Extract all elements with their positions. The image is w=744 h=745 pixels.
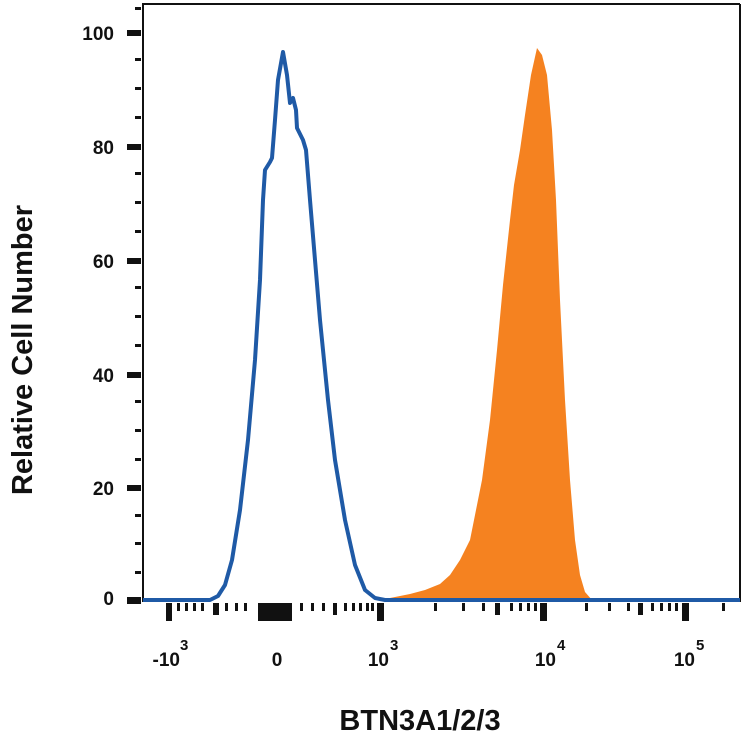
x-tick-label-zero: 0 — [272, 650, 283, 671]
y-tick-label: 80 — [93, 138, 114, 159]
isotype-histogram-outline — [143, 50, 740, 602]
y-tick-label: 0 — [103, 589, 114, 610]
y-tick-labels: 100 80 60 40 20 0 — [82, 24, 114, 610]
x-axis-title: BTN3A1/2/3 — [339, 705, 500, 737]
x-tick-label-1e5: 10 — [674, 650, 695, 671]
x-tick-exponent: 3 — [180, 637, 188, 654]
x-tick-exponent: 4 — [557, 637, 566, 654]
y-axis-title: Relative Cell Number — [7, 205, 39, 495]
x-tick-label-neg-1e3: -10 — [153, 650, 180, 671]
x-tick-exponent: 3 — [390, 637, 398, 654]
y-axis-ticks — [127, 7, 141, 604]
y-tick-label: 20 — [93, 479, 114, 500]
plot-frame — [142, 3, 741, 602]
y-tick-label: 60 — [93, 252, 114, 273]
x-tick-label-1e4: 10 — [535, 650, 556, 671]
y-tick-label: 40 — [93, 366, 114, 387]
x-tick-label-1e3: 10 — [368, 650, 389, 671]
stained-histogram-fill — [215, 48, 592, 600]
x-axis-ticks — [166, 603, 725, 621]
x-tick-exponent: 5 — [696, 637, 704, 654]
y-tick-label: 100 — [82, 24, 114, 45]
x-tick-labels: -10 3 0 10 3 10 4 10 5 — [153, 637, 705, 671]
